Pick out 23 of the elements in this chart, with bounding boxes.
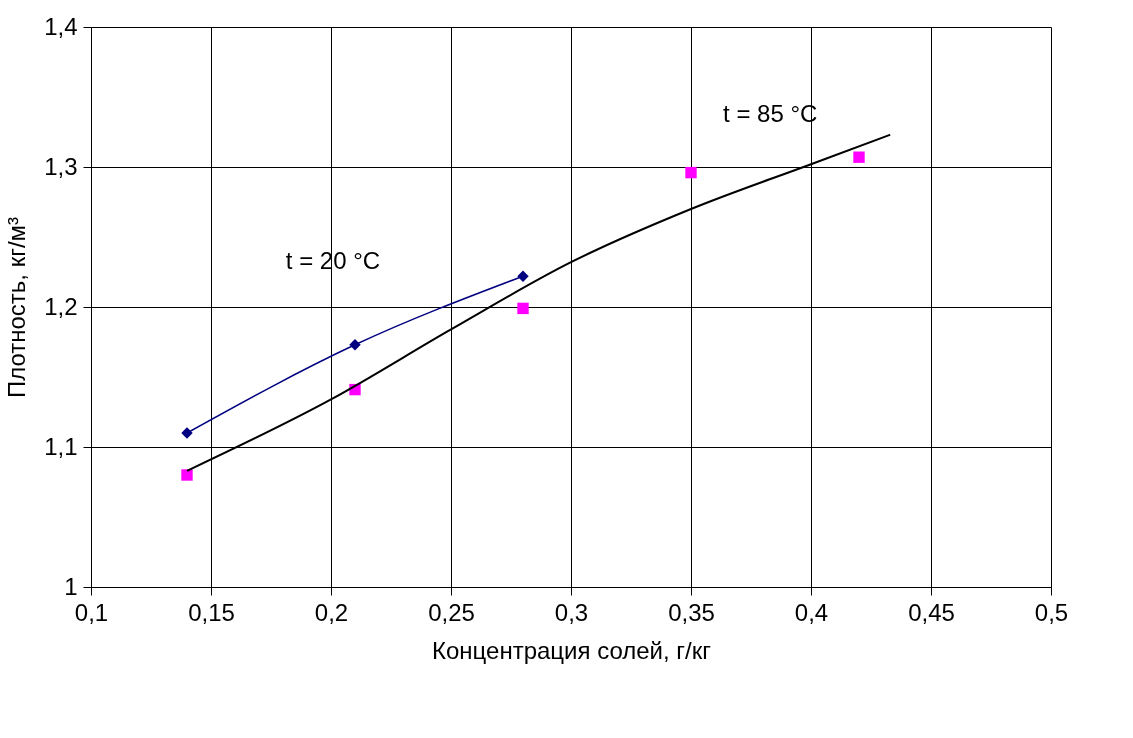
x-tick-label: 0,15: [188, 598, 235, 626]
y-tick-label: 1: [64, 572, 78, 600]
point: [517, 270, 529, 282]
point: [685, 166, 697, 179]
x-tick-label: 0,25: [428, 598, 475, 626]
y-tick-label: 1,1: [44, 432, 78, 460]
point: [181, 469, 193, 481]
x-tick-label: 0,35: [668, 598, 715, 626]
y-tick-label: 1,4: [44, 12, 78, 40]
point: [517, 302, 529, 315]
x-axis-title: Концентрация солей, г/кг: [431, 636, 712, 664]
x-tick-label: 0,45: [908, 598, 955, 626]
x-tick-label: 0,3: [554, 598, 589, 626]
x-tick-label: 0,5: [1034, 598, 1069, 626]
y-tick-label: 1,2: [44, 292, 78, 320]
x-tick-label: 0,2: [314, 598, 349, 626]
y-axis-title: Плотность, кг/м³: [3, 216, 31, 399]
x-tick-label: 0,4: [794, 598, 829, 626]
point: [853, 151, 865, 163]
x-tick-label: 0,1: [74, 598, 109, 626]
y-tick-label: 1,3: [44, 152, 78, 180]
point: [349, 339, 361, 351]
point: [181, 427, 193, 439]
